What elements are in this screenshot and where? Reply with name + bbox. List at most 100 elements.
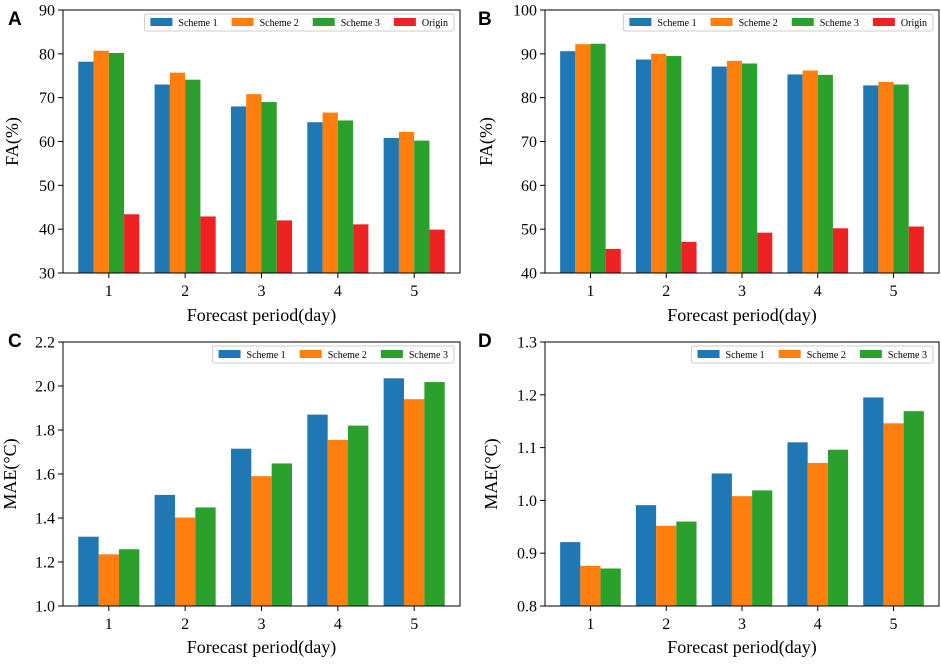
panel-c-xtick-label: 1 [105,616,113,633]
panel-d-ytick-label: 1.3 [517,335,537,352]
panel-d-legend-swatch-scheme-2 [778,350,801,358]
panel-a-bar-scheme-1-day-4 [307,122,323,274]
panel-d-ytick-label: 0.9 [517,546,537,563]
panel-a-legend-label: Scheme 1 [178,18,217,29]
panel-a-bar-scheme-3-day-1 [108,52,125,274]
panel-c-ytick-label: 2.2 [35,335,55,352]
panel-a-legend-label: Origin [422,18,448,29]
panel-c-ytick-label: 1.8 [35,423,55,440]
panel-a-xtick-label: 3 [258,283,266,300]
panel-b-xtick-label: 4 [814,283,822,300]
panel-c-xtick-label: 5 [410,616,418,633]
panel-c-legend: Scheme 1 Scheme 2 Scheme 3 [212,345,455,364]
panel-b-bar-origin-day-1 [605,248,621,273]
panel-d-legend-label: Scheme 3 [888,350,927,361]
panel-b-bar-scheme-1-day-2 [635,59,652,273]
panel-a-ytick-label: 50 [39,178,55,195]
panel-a-xtick-label: 2 [181,283,189,300]
panel-d-bar-scheme-1-day-3 [711,473,732,606]
panel-c: 1.0 1.2 1.4 1.6 1.8 2.0 2.2 1 2 3 4 5 Forecast perio… [0,331,461,658]
panel-a-bar-scheme-2-day-2 [169,72,186,274]
panel-b-legend-swatch-origin [872,18,895,26]
panel-a-legend-label: Scheme 2 [260,18,299,29]
panel-a-bar-origin-day-2 [200,216,216,273]
panel-c-bar-scheme-1-day-4 [307,414,328,606]
panel-d-legend-swatch-scheme-1 [697,350,720,358]
panel-d-bar-scheme-2-day-5 [883,423,904,606]
panel-b-ylabel: FA(%) [476,117,497,166]
panel-c-legend-label: Scheme 3 [409,350,448,361]
panel-b-legend: Scheme 1 Scheme 2 Scheme 3 Origin [622,13,934,32]
panel-c-ytick-label: 1.2 [35,555,55,572]
panel-a-ytick-label: 40 [39,222,55,239]
panel-b-bar-scheme-2-day-2 [651,53,667,273]
panel-c-bar-scheme-3-day-1 [118,549,140,606]
panel-c-xlabel: Forecast period(day) [187,637,336,658]
panel-b-legend-label: Scheme 3 [820,18,859,29]
panel-c-bar-scheme-1-day-1 [78,536,99,606]
panel-b-ytick-label: 90 [521,46,537,63]
panel-b-ytick-label: 60 [521,178,537,195]
panel-b-bar-origin-day-5 [908,226,924,273]
panel-c-bar-scheme-1-day-5 [383,378,405,606]
panel-c-letter: C [8,331,22,352]
panel-d-letter: D [478,331,492,352]
panel-c-ylabel: MAE(°C) [0,438,21,509]
panel-c-bar-scheme-2-day-5 [404,399,425,606]
panel-a-ylabel: FA(%) [2,117,23,166]
panel-b-legend-label: Scheme 2 [739,18,778,29]
panel-b-bar-scheme-3-day-4 [817,74,833,274]
panel-c-bar-scheme-1-day-2 [154,494,175,606]
panel-c-bar-scheme-2-day-2 [174,517,196,606]
panel-b-bar-scheme-2-day-4 [802,70,818,274]
panel-b-bar-scheme-3-day-5 [893,84,909,274]
panel-c-bar-scheme-1-day-3 [230,448,252,606]
panel-a-ytick-label: 30 [39,266,55,283]
panel-b-legend-label: Origin [901,18,927,29]
panel-d-xtick-label: 1 [586,616,594,633]
panel-c-bar-scheme-2-day-4 [327,439,349,606]
panel-b-bar-scheme-1-day-4 [787,74,803,273]
panel-c-legend-label: Scheme 1 [247,350,286,361]
panel-d-bar-scheme-3-day-3 [752,490,773,606]
panel-d-ytick-label: 1.1 [517,440,537,457]
panel-d-bar-scheme-1-day-1 [560,542,581,606]
panel-c-bar-scheme-3-day-4 [348,425,369,606]
panel-a-bar-origin-day-4 [353,224,369,273]
panel-b-ytick-label: 50 [521,222,537,239]
panel-c-xtick-label: 2 [181,616,189,633]
panel-b: 40 50 60 70 80 90 100 1 2 3 4 5 Forecast period(day)… [476,3,940,326]
panel-d-xtick-label: 4 [814,616,822,633]
panel-d: 0.8 0.9 1.0 1.1 1.2 1.3 1 2 3 4 5 Forecast period(d… [478,331,940,658]
panel-d-bar-scheme-1-day-5 [863,397,884,606]
panel-d-ylabel: MAE(°C) [481,438,502,509]
panel-d-xlabel: Forecast period(day) [667,637,816,658]
panel-a-bar-scheme-2-day-1 [93,50,109,274]
panel-b-xtick-label: 5 [890,283,898,300]
panel-c-legend-label: Scheme 2 [328,350,367,361]
panel-a-legend-swatch-scheme-2 [231,18,254,26]
panel-a-bar-scheme-3-day-3 [261,102,277,273]
panel-d-legend-swatch-scheme-3 [859,350,882,358]
panel-b-bar-scheme-2-day-3 [726,60,742,273]
panel-b-bar-scheme-3-day-1 [590,43,606,273]
panel-d-legend-label: Scheme 2 [807,350,846,361]
panel-b-bar-origin-day-2 [681,241,697,273]
panel-d-bar-scheme-1-day-2 [635,505,657,606]
panel-a-xtick-label: 4 [334,283,342,300]
panel-d-bar-scheme-3-day-1 [600,568,621,606]
panel-a-legend: Scheme 1 Scheme 2 Scheme 3 Origin [143,13,455,32]
panel-a-ytick-label: 80 [39,46,55,63]
panel-b-xtick-label: 2 [662,283,670,300]
panel-c-bar-scheme-3-day-3 [271,463,293,606]
panel-d-ytick-label: 1.2 [517,387,537,404]
panel-d-ytick-label: 0.8 [517,599,537,616]
panel-a-bar-scheme-3-day-4 [337,120,354,274]
panel-d-legend: Scheme 1 Scheme 2 Scheme 3 [691,345,934,364]
panel-a: 30 40 50 60 70 80 90 1 2 3 4 5 Forecast period(day) F… [2,3,461,326]
panel-d-ytick-label: 1.0 [517,493,537,510]
panel-a-xlabel: Forecast period(day) [187,305,336,326]
panel-a-bar-origin-day-5 [429,229,445,273]
panel-d-bar-scheme-3-day-4 [827,449,849,606]
